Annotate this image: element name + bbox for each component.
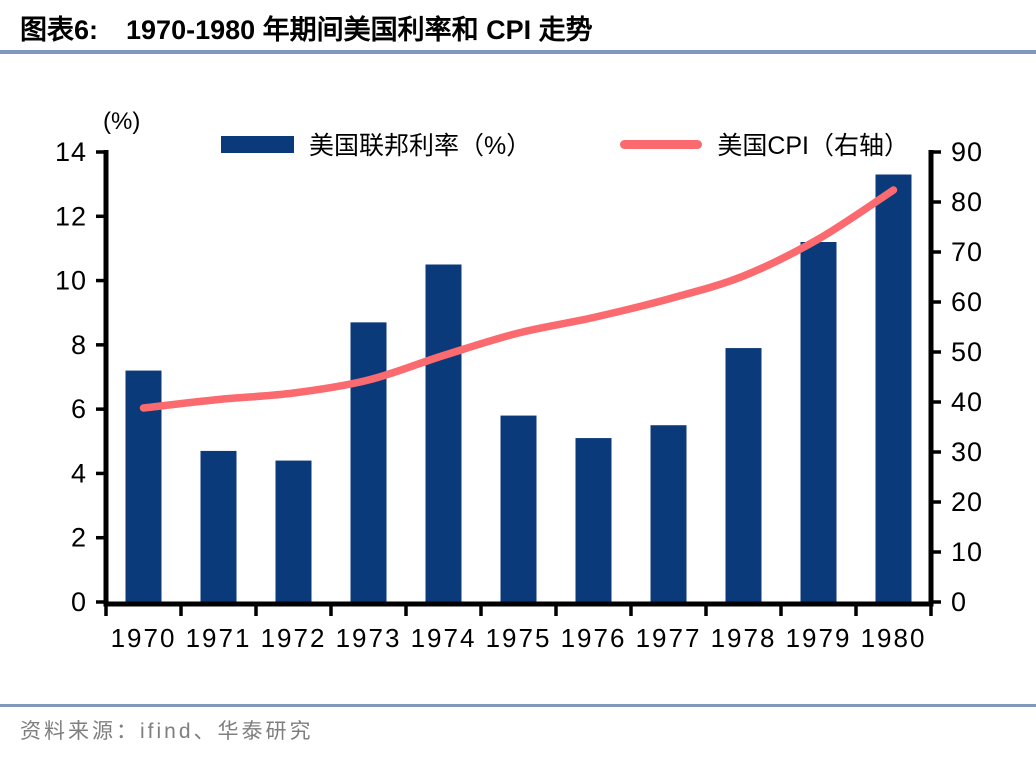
svg-text:0: 0 [71, 587, 87, 617]
svg-text:1978: 1978 [711, 623, 777, 653]
svg-text:4: 4 [71, 458, 87, 488]
svg-text:6: 6 [71, 394, 87, 424]
figure-label: 图表6: [20, 15, 99, 45]
svg-text:10: 10 [55, 266, 87, 296]
svg-text:40: 40 [951, 387, 983, 417]
legend-item-fed-rate: 美国联邦利率（%） [221, 126, 531, 162]
source-note: 资料来源：ifind、华泰研究 [20, 720, 314, 743]
svg-text:1979: 1979 [786, 623, 852, 653]
svg-text:10: 10 [951, 537, 983, 567]
legend-item-cpi: 美国CPI（右轴） [620, 126, 909, 162]
footer-divider [0, 704, 1036, 707]
legend-label-fed-rate: 美国联邦利率（%） [309, 132, 532, 160]
line-series-swatch-icon [620, 139, 703, 149]
svg-text:8: 8 [71, 330, 87, 360]
svg-text:70: 70 [951, 237, 983, 267]
svg-text:1971: 1971 [186, 623, 252, 653]
svg-text:1976: 1976 [561, 623, 627, 653]
svg-text:14: 14 [55, 137, 87, 167]
left-axis-unit-label: (%) [103, 108, 141, 135]
svg-text:1975: 1975 [486, 623, 552, 653]
svg-text:0: 0 [951, 587, 967, 617]
svg-text:12: 12 [55, 201, 87, 231]
svg-text:60: 60 [951, 287, 983, 317]
svg-text:1974: 1974 [411, 623, 477, 653]
svg-text:20: 20 [951, 487, 983, 517]
svg-text:30: 30 [951, 437, 983, 467]
svg-text:1977: 1977 [636, 623, 702, 653]
legend-label-cpi: 美国CPI（右轴） [717, 132, 909, 160]
svg-text:90: 90 [951, 137, 983, 167]
svg-text:80: 80 [951, 187, 983, 217]
bar-series-swatch-icon [221, 135, 294, 153]
svg-text:1970: 1970 [111, 623, 177, 653]
figure-title: 1970-1980 年期间美国利率和 CPI 走势 [126, 15, 593, 45]
svg-text:50: 50 [951, 337, 983, 367]
figure-header: 图表6: 1970-1980 年期间美国利率和 CPI 走势 [20, 8, 593, 47]
svg-text:1980: 1980 [861, 623, 927, 653]
title-divider [0, 50, 1036, 54]
svg-text:1972: 1972 [261, 623, 327, 653]
svg-text:2: 2 [71, 523, 87, 553]
svg-text:1973: 1973 [336, 623, 402, 653]
chart-legend: 美国联邦利率（%） 美国CPI（右轴） [221, 126, 909, 162]
